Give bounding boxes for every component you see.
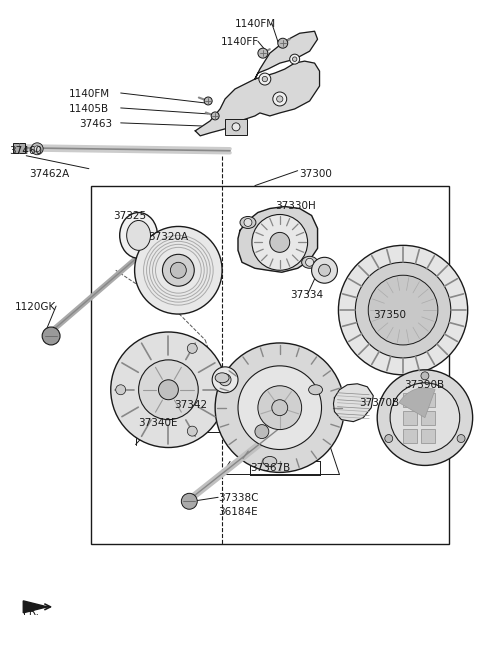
Circle shape <box>212 367 238 393</box>
Circle shape <box>187 426 197 436</box>
Circle shape <box>338 246 468 375</box>
Circle shape <box>139 360 198 420</box>
Text: 37340E: 37340E <box>139 418 178 428</box>
Bar <box>421 428 435 442</box>
Circle shape <box>258 48 268 58</box>
Circle shape <box>116 385 126 395</box>
Circle shape <box>31 143 43 155</box>
Bar <box>421 393 435 406</box>
Wedge shape <box>399 388 435 418</box>
Polygon shape <box>334 384 373 422</box>
Circle shape <box>421 372 429 380</box>
Circle shape <box>270 232 290 252</box>
Circle shape <box>259 73 271 85</box>
Text: 37462A: 37462A <box>29 169 70 179</box>
Circle shape <box>385 434 393 442</box>
Circle shape <box>306 258 313 266</box>
Circle shape <box>273 92 287 106</box>
Text: 37463: 37463 <box>79 119 112 129</box>
Circle shape <box>134 226 222 314</box>
Ellipse shape <box>120 213 157 258</box>
Ellipse shape <box>263 457 277 467</box>
Bar <box>91 185 449 544</box>
Text: 1140FM: 1140FM <box>234 19 276 29</box>
Circle shape <box>319 264 330 276</box>
Circle shape <box>215 343 344 473</box>
Circle shape <box>258 386 301 430</box>
Circle shape <box>290 54 300 64</box>
Text: FR.: FR. <box>23 607 39 617</box>
Text: 37367B: 37367B <box>250 463 290 473</box>
Ellipse shape <box>215 373 229 383</box>
Ellipse shape <box>240 216 256 228</box>
Text: 1120GK: 1120GK <box>15 302 57 312</box>
Text: 36184E: 36184E <box>218 507 258 517</box>
Circle shape <box>272 400 288 416</box>
Text: 37342: 37342 <box>174 400 207 410</box>
Polygon shape <box>195 61 320 136</box>
Circle shape <box>162 254 194 286</box>
Text: 1140FM: 1140FM <box>69 89 110 99</box>
Circle shape <box>292 57 297 62</box>
Bar <box>225 119 247 135</box>
Circle shape <box>262 76 267 81</box>
Bar <box>421 410 435 424</box>
Circle shape <box>244 218 252 226</box>
Text: 37350: 37350 <box>373 310 406 320</box>
Text: 37330H: 37330H <box>275 201 315 211</box>
Ellipse shape <box>309 385 323 395</box>
Circle shape <box>368 275 438 345</box>
Circle shape <box>34 146 40 152</box>
Text: 37390B: 37390B <box>404 380 444 390</box>
Circle shape <box>252 214 308 270</box>
Ellipse shape <box>127 220 151 250</box>
Polygon shape <box>23 601 47 613</box>
Ellipse shape <box>301 256 318 268</box>
Bar <box>403 428 417 442</box>
Text: 37325: 37325 <box>113 211 146 220</box>
Circle shape <box>219 374 231 386</box>
Circle shape <box>278 38 288 48</box>
Circle shape <box>232 123 240 131</box>
Text: 37338C: 37338C <box>218 493 259 503</box>
Text: 37460: 37460 <box>9 146 42 156</box>
Bar <box>403 393 417 406</box>
Circle shape <box>238 366 322 449</box>
Text: 37334: 37334 <box>290 290 323 300</box>
Circle shape <box>111 332 226 448</box>
Circle shape <box>312 258 337 283</box>
Polygon shape <box>255 31 318 79</box>
Text: 37370B: 37370B <box>360 398 399 408</box>
Circle shape <box>377 370 473 465</box>
Circle shape <box>42 327 60 345</box>
Circle shape <box>276 96 283 102</box>
Circle shape <box>355 262 451 358</box>
Text: 37320A: 37320A <box>148 232 189 242</box>
Circle shape <box>255 424 269 438</box>
Text: 11405B: 11405B <box>69 104 109 114</box>
Text: 37300: 37300 <box>300 169 333 179</box>
Circle shape <box>457 434 465 442</box>
Circle shape <box>170 262 186 278</box>
Circle shape <box>187 344 197 354</box>
Circle shape <box>181 493 197 509</box>
Circle shape <box>204 97 212 105</box>
Text: 1140FF: 1140FF <box>221 37 259 47</box>
Bar <box>13 143 25 153</box>
Bar <box>403 410 417 424</box>
Circle shape <box>158 380 179 400</box>
Polygon shape <box>238 207 318 272</box>
Circle shape <box>390 383 460 453</box>
Circle shape <box>211 112 219 120</box>
